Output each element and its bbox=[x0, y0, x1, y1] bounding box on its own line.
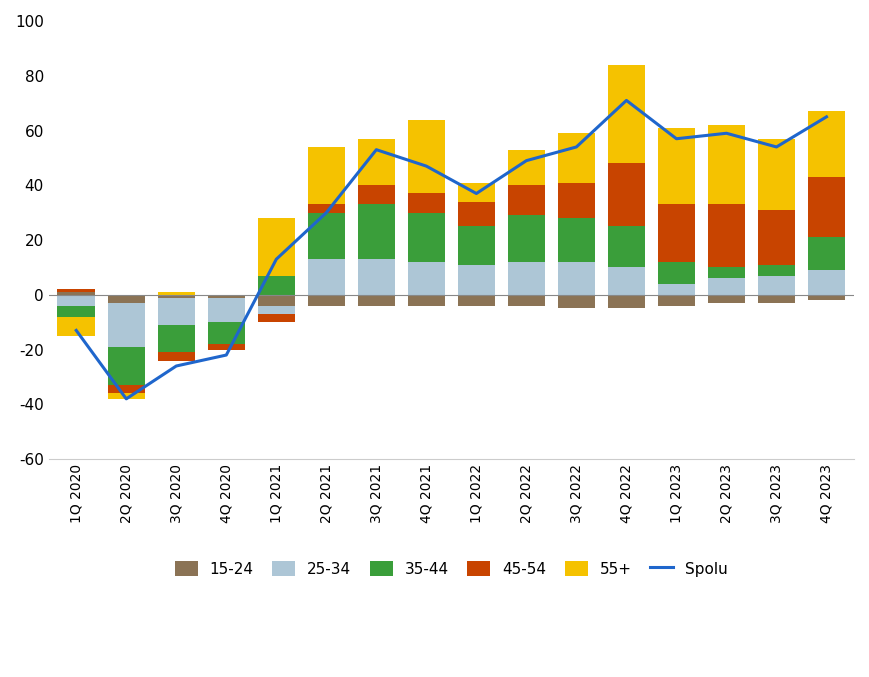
Bar bbox=[507, 262, 545, 294]
Bar bbox=[408, 213, 445, 262]
Bar bbox=[357, 294, 395, 306]
Bar bbox=[558, 183, 595, 218]
Bar bbox=[607, 65, 645, 163]
Bar bbox=[507, 150, 545, 185]
Bar bbox=[57, 289, 95, 292]
Bar bbox=[208, 344, 245, 349]
Bar bbox=[607, 267, 645, 294]
Bar bbox=[807, 177, 846, 238]
Bar bbox=[308, 147, 345, 204]
Bar bbox=[208, 298, 245, 322]
Bar bbox=[658, 284, 695, 294]
Bar bbox=[408, 294, 445, 306]
Bar bbox=[108, 294, 145, 303]
Bar bbox=[257, 276, 295, 294]
Bar bbox=[658, 294, 695, 306]
Bar bbox=[408, 262, 445, 294]
Bar bbox=[758, 139, 795, 210]
Bar bbox=[507, 215, 545, 262]
Bar bbox=[57, 306, 95, 317]
Bar bbox=[607, 294, 645, 309]
Bar bbox=[507, 185, 545, 215]
Bar bbox=[357, 139, 395, 185]
Bar bbox=[108, 385, 145, 393]
Bar bbox=[357, 204, 395, 259]
Bar bbox=[458, 202, 495, 226]
Bar bbox=[57, 317, 95, 336]
Bar bbox=[807, 238, 846, 270]
Bar bbox=[157, 298, 195, 325]
Bar bbox=[758, 265, 795, 276]
Bar bbox=[357, 185, 395, 204]
Bar bbox=[308, 213, 345, 259]
Bar bbox=[57, 294, 95, 306]
Bar bbox=[408, 194, 445, 213]
Bar bbox=[257, 294, 295, 306]
Bar bbox=[257, 314, 295, 322]
Bar bbox=[108, 303, 145, 347]
Bar bbox=[458, 226, 495, 265]
Bar bbox=[157, 294, 195, 298]
Bar bbox=[157, 292, 195, 294]
Bar bbox=[157, 352, 195, 361]
Bar bbox=[607, 226, 645, 267]
Bar bbox=[357, 259, 395, 294]
Bar bbox=[458, 183, 495, 202]
Bar bbox=[558, 218, 595, 262]
Bar bbox=[707, 267, 746, 278]
Bar bbox=[658, 262, 695, 284]
Bar bbox=[507, 294, 545, 306]
Bar bbox=[308, 294, 345, 306]
Bar bbox=[408, 120, 445, 194]
Bar bbox=[308, 259, 345, 294]
Bar bbox=[658, 204, 695, 262]
Bar bbox=[807, 111, 846, 177]
Bar bbox=[57, 292, 95, 294]
Bar bbox=[108, 393, 145, 399]
Bar bbox=[208, 294, 245, 298]
Legend: 15-24, 25-34, 35-44, 45-54, 55+, Spolu: 15-24, 25-34, 35-44, 45-54, 55+, Spolu bbox=[169, 554, 734, 583]
Bar bbox=[707, 278, 746, 294]
Bar bbox=[458, 265, 495, 294]
Bar bbox=[257, 306, 295, 314]
Bar bbox=[707, 204, 746, 267]
Bar bbox=[208, 322, 245, 344]
Bar bbox=[807, 270, 846, 294]
Bar bbox=[257, 218, 295, 276]
Bar bbox=[157, 325, 195, 352]
Bar bbox=[758, 210, 795, 265]
Bar bbox=[707, 125, 746, 204]
Bar bbox=[758, 276, 795, 294]
Bar bbox=[108, 347, 145, 385]
Bar bbox=[458, 294, 495, 306]
Bar bbox=[758, 294, 795, 303]
Bar bbox=[558, 262, 595, 294]
Bar bbox=[558, 133, 595, 183]
Bar bbox=[308, 204, 345, 213]
Bar bbox=[558, 294, 595, 309]
Bar bbox=[658, 128, 695, 204]
Bar bbox=[807, 294, 846, 301]
Bar bbox=[707, 294, 746, 303]
Bar bbox=[607, 163, 645, 226]
